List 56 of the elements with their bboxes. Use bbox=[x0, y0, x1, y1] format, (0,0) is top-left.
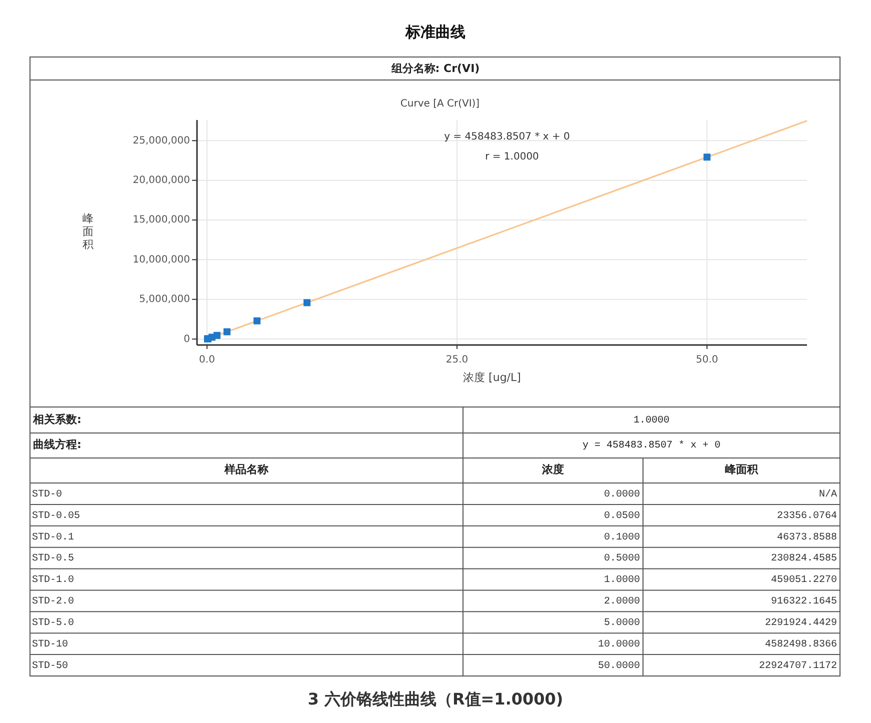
text: 浓度 bbox=[541, 463, 564, 476]
text: 0.5000 bbox=[604, 554, 640, 565]
text: 相关系数: bbox=[32, 413, 82, 426]
x-tick-label: 50.0 bbox=[696, 354, 718, 366]
y-tick-label: 5,000,000 bbox=[139, 294, 190, 306]
point bbox=[214, 332, 220, 339]
text: STD-0.5 bbox=[32, 554, 74, 565]
text: 50.0000 bbox=[598, 660, 640, 672]
text: 5.0000 bbox=[604, 618, 640, 630]
x-tick-label: 0.0 bbox=[199, 354, 215, 366]
x-tick-label: 25.0 bbox=[446, 354, 468, 366]
text: 0.0000 bbox=[604, 489, 640, 500]
y-tick-label: 15,000,000 bbox=[132, 214, 190, 226]
y-axis-title: 峰面积 bbox=[82, 212, 94, 252]
text: STD-1.0 bbox=[32, 575, 74, 586]
text: STD-5.0 bbox=[32, 618, 74, 630]
text: 916322.1645 bbox=[770, 596, 837, 608]
y-tick-label: 10,000,000 bbox=[132, 254, 190, 266]
annotation: r = 1.0000 bbox=[485, 152, 539, 163]
text: 2291924.4429 bbox=[764, 618, 837, 630]
chart-title: 标准曲线 bbox=[404, 23, 466, 42]
text: 曲线方程: bbox=[33, 438, 82, 452]
text: 峰面积 bbox=[725, 463, 759, 476]
text: y = 458483.8507 * x + 0 bbox=[582, 440, 721, 452]
y-tick-label: 0 bbox=[184, 334, 190, 345]
x-axis-title: 浓度 [ug/L] bbox=[463, 371, 521, 384]
text: 0.1000 bbox=[604, 532, 640, 544]
text: 230824.4585 bbox=[770, 554, 837, 565]
text: N/A bbox=[818, 488, 837, 500]
text: 46373.8588 bbox=[776, 532, 837, 544]
y-tick-label: 20,000,000 bbox=[132, 175, 190, 186]
text: 3 六价铬线性曲线（R值=1.0000) bbox=[308, 689, 564, 708]
text: STD-2.0 bbox=[32, 596, 74, 608]
text: STD-0.1 bbox=[32, 532, 74, 544]
text: 1.0000 bbox=[633, 416, 670, 427]
text: STD-0.05 bbox=[32, 510, 80, 522]
chart-subtitle: 组分名称: Cr(VI) bbox=[390, 62, 480, 76]
text: 22924707.1172 bbox=[758, 660, 837, 672]
text: STD-0 bbox=[32, 489, 62, 500]
text: 459051.2270 bbox=[770, 575, 837, 586]
point bbox=[304, 299, 310, 306]
y-tick-label: 25,000,000 bbox=[132, 135, 190, 146]
text: 23356.0764 bbox=[776, 510, 837, 522]
annotation: y = 458483.8507 * x + 0 bbox=[444, 132, 570, 143]
text: STD-50 bbox=[32, 660, 68, 672]
text: 2.0000 bbox=[604, 596, 640, 608]
text: 4582498.8366 bbox=[764, 639, 837, 650]
text: Curve [A Cr(VI)] bbox=[400, 98, 480, 110]
text: 10.0000 bbox=[598, 639, 640, 650]
text: 1.0000 bbox=[604, 575, 640, 586]
point bbox=[704, 154, 710, 161]
point bbox=[224, 328, 230, 336]
point bbox=[254, 317, 260, 324]
text: 0.0500 bbox=[604, 510, 640, 522]
text: STD-10 bbox=[32, 639, 68, 650]
text: 样品名称 bbox=[224, 463, 270, 476]
